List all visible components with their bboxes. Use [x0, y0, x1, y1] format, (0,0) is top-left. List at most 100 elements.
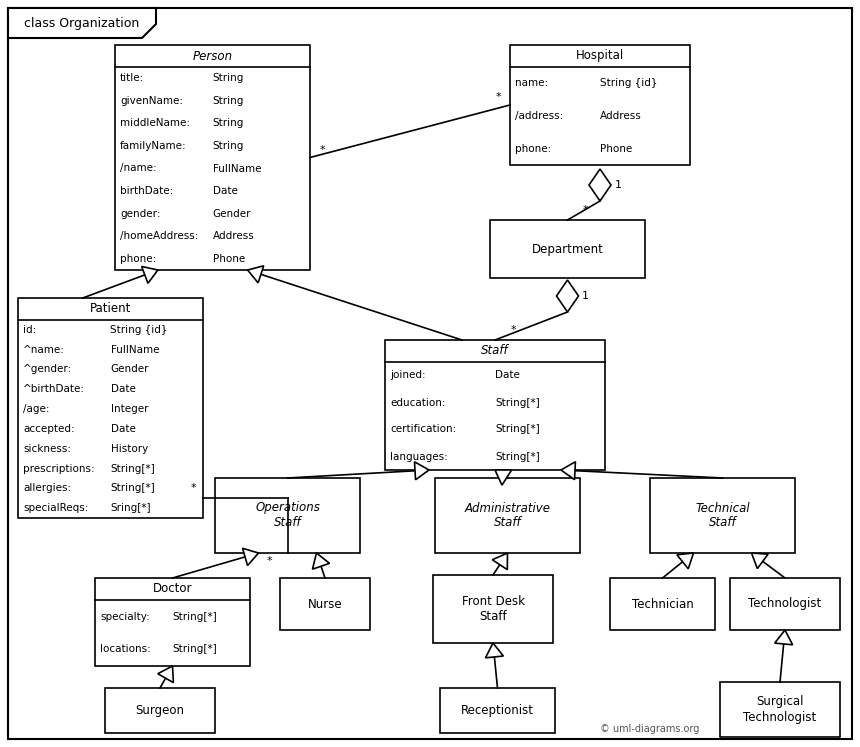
Text: String: String [212, 118, 244, 128]
Text: ^birthDate:: ^birthDate: [23, 384, 85, 394]
Bar [650, 478, 795, 553]
Text: FullName: FullName [110, 344, 159, 355]
Text: allergies:: allergies: [23, 483, 71, 493]
Text: Operations
Staff: Operations Staff [255, 501, 320, 530]
Text: title:: title: [120, 73, 144, 83]
Text: certification:: certification: [390, 424, 457, 435]
Text: ^gender:: ^gender: [23, 365, 72, 374]
Text: String[*]: String[*] [495, 397, 540, 408]
Text: 1: 1 [582, 291, 589, 301]
Text: *: * [583, 205, 588, 215]
Bar [435, 478, 580, 553]
Text: class Organization: class Organization [24, 16, 139, 29]
Text: String: String [212, 141, 244, 151]
Text: History: History [110, 444, 148, 453]
Text: String: String [212, 96, 244, 106]
Text: Date: Date [110, 424, 135, 434]
Text: Technical
Staff: Technical Staff [695, 501, 750, 530]
Polygon shape [677, 553, 693, 568]
Bar [510, 45, 690, 165]
Polygon shape [243, 548, 259, 565]
Text: Surgical
Technologist: Surgical Technologist [743, 695, 817, 724]
Text: name:: name: [515, 78, 548, 88]
Text: /homeAddress:: /homeAddress: [120, 231, 199, 241]
Text: FullName: FullName [212, 164, 261, 173]
Text: Doctor: Doctor [153, 583, 193, 595]
Text: String {id}: String {id} [110, 325, 168, 335]
Polygon shape [142, 267, 158, 283]
Text: specialReqs:: specialReqs: [23, 503, 89, 513]
Text: specialty:: specialty: [100, 612, 150, 622]
Polygon shape [495, 470, 512, 485]
Text: Surgeon: Surgeon [136, 704, 185, 717]
Text: Sring[*]: Sring[*] [110, 503, 151, 513]
Text: Phone: Phone [600, 143, 632, 154]
Bar [280, 578, 370, 630]
Text: id:: id: [23, 325, 36, 335]
Bar [720, 682, 840, 737]
Text: String[*]: String[*] [110, 483, 156, 493]
Polygon shape [485, 643, 503, 658]
Bar [440, 688, 555, 733]
Text: sickness:: sickness: [23, 444, 71, 453]
Text: givenName:: givenName: [120, 96, 183, 106]
Text: Gender: Gender [212, 208, 251, 219]
Text: /age:: /age: [23, 404, 50, 414]
Bar [115, 45, 310, 270]
Text: *: * [495, 92, 501, 102]
Bar [385, 340, 605, 470]
Polygon shape [415, 462, 429, 480]
Text: 1: 1 [615, 180, 622, 190]
Text: /address:: /address: [515, 111, 563, 121]
Text: Hospital: Hospital [576, 49, 624, 63]
Text: String[*]: String[*] [173, 612, 218, 622]
Text: Gender: Gender [110, 365, 149, 374]
Text: Date: Date [495, 371, 520, 380]
Text: Patient: Patient [89, 303, 132, 315]
Text: *: * [319, 144, 325, 155]
Text: *: * [267, 556, 273, 566]
Text: String {id}: String {id} [600, 78, 658, 88]
Text: gender:: gender: [120, 208, 161, 219]
Polygon shape [775, 630, 793, 645]
Polygon shape [556, 280, 579, 312]
Text: joined:: joined: [390, 371, 426, 380]
Text: Date: Date [212, 186, 237, 196]
Bar [105, 688, 215, 733]
Text: Address: Address [600, 111, 642, 121]
Text: accepted:: accepted: [23, 424, 75, 434]
Bar [433, 575, 553, 643]
Text: Integer: Integer [110, 404, 148, 414]
Text: Person: Person [193, 49, 232, 63]
Text: © uml-diagrams.org: © uml-diagrams.org [600, 724, 699, 734]
Text: languages:: languages: [390, 451, 448, 462]
Polygon shape [312, 553, 329, 569]
Text: Receptionist: Receptionist [461, 704, 534, 717]
Text: prescriptions:: prescriptions: [23, 463, 95, 474]
Text: String[*]: String[*] [173, 645, 218, 654]
Polygon shape [752, 553, 768, 568]
Text: String[*]: String[*] [495, 451, 540, 462]
Text: Department: Department [531, 243, 604, 255]
Text: Administrative
Staff: Administrative Staff [464, 501, 550, 530]
Bar [610, 578, 715, 630]
Text: *: * [510, 325, 516, 335]
Text: phone:: phone: [515, 143, 551, 154]
Text: String: String [212, 73, 244, 83]
Text: *: * [190, 483, 196, 493]
Text: middleName:: middleName: [120, 118, 190, 128]
Text: Technologist: Technologist [748, 598, 821, 610]
Text: Address: Address [212, 231, 255, 241]
Text: String[*]: String[*] [495, 424, 540, 435]
Text: locations:: locations: [100, 645, 150, 654]
Bar [95, 578, 250, 666]
Text: Phone: Phone [212, 254, 245, 264]
Text: ^name:: ^name: [23, 344, 64, 355]
Text: Nurse: Nurse [308, 598, 342, 610]
Polygon shape [8, 8, 156, 38]
Text: Technician: Technician [631, 598, 693, 610]
Text: familyName:: familyName: [120, 141, 187, 151]
Text: /name:: /name: [120, 164, 157, 173]
Polygon shape [157, 666, 174, 683]
Text: Front Desk
Staff: Front Desk Staff [462, 595, 525, 623]
